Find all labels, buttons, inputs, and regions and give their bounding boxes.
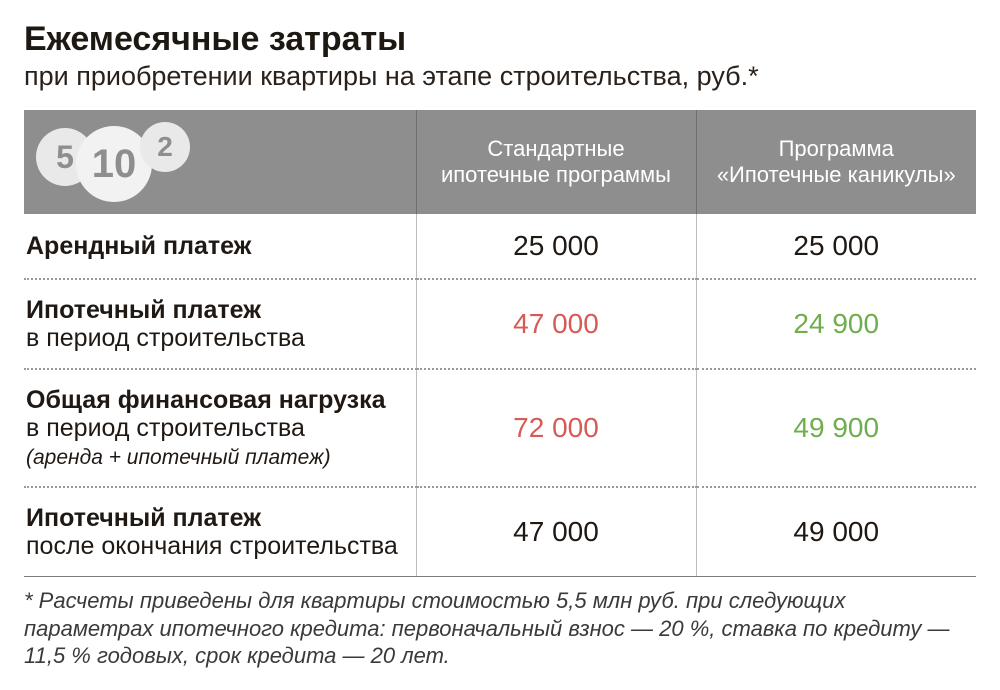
table-row: Общая финансовая нагрузка в период строи… <box>24 369 976 487</box>
column-header-program: Программа«Ипотечные каникулы» <box>696 110 976 214</box>
row-label-sub: после окончания строительства <box>26 532 398 560</box>
column-header-standard: Стандартныеипотечные программы <box>416 110 696 214</box>
logo-5-10-2: 5 10 2 <box>36 122 216 202</box>
row-label: Ипотечный платеж в период строительства <box>24 279 416 369</box>
row-label-sub: в период строительства <box>26 324 305 352</box>
row-label-strong: Ипотечный платеж <box>26 504 261 532</box>
logo-cell: 5 10 2 <box>24 110 416 214</box>
row-label-sub: в период строительства <box>26 414 305 442</box>
footnote-divider <box>24 576 976 577</box>
row-label-note: (аренда + ипотечный платеж) <box>26 446 331 469</box>
row-label-strong: Общая финансовая нагрузка <box>26 386 386 414</box>
row-label-strong: Арендный платеж <box>26 232 251 260</box>
table-row: Арендный платеж 25 000 25 000 <box>24 214 976 279</box>
comparison-table: 5 10 2 Стандартныеипотечные программы Пр… <box>24 110 976 576</box>
table-header-row: 5 10 2 Стандартныеипотечные программы Пр… <box>24 110 976 214</box>
row-value-program: 49 900 <box>696 369 976 487</box>
row-label-strong: Ипотечный платеж <box>26 296 261 324</box>
row-label: Общая финансовая нагрузка в период строи… <box>24 369 416 487</box>
page-title: Ежемесячные затраты <box>24 20 976 59</box>
row-label: Арендный платеж <box>24 214 416 279</box>
footnote: * Расчеты приведены для квартиры стоимос… <box>24 587 976 670</box>
table-row: Ипотечный платеж после окончания строите… <box>24 487 976 576</box>
row-value-standard: 25 000 <box>416 214 696 279</box>
row-value-standard: 72 000 <box>416 369 696 487</box>
row-value-program: 24 900 <box>696 279 976 369</box>
row-value-program: 25 000 <box>696 214 976 279</box>
page-subtitle: при приобретении квартиры на этапе строи… <box>24 61 976 92</box>
logo-circle-2: 2 <box>140 122 190 172</box>
table-row: Ипотечный платеж в период строительства … <box>24 279 976 369</box>
row-label: Ипотечный платеж после окончания строите… <box>24 487 416 576</box>
row-value-standard: 47 000 <box>416 279 696 369</box>
row-value-program: 49 000 <box>696 487 976 576</box>
row-value-standard: 47 000 <box>416 487 696 576</box>
